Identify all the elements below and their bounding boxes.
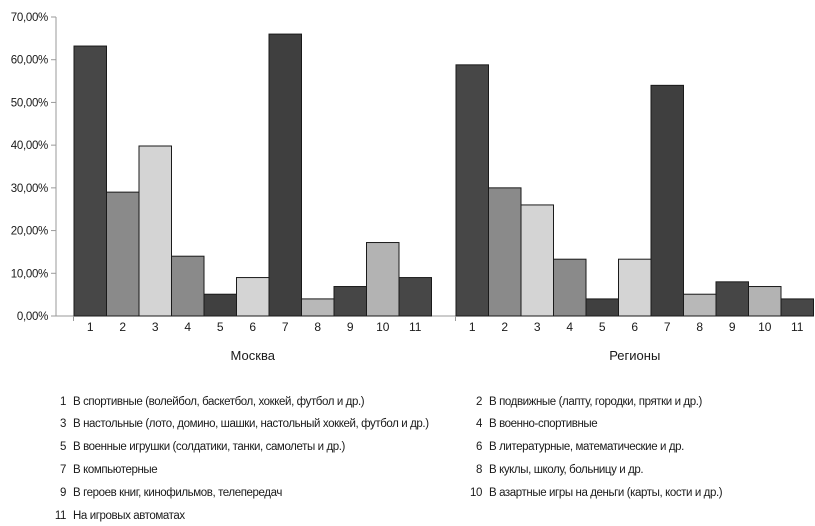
legend-text: В компьютерные: [73, 464, 158, 476]
bar: [366, 242, 400, 317]
legend-text: В куклы, школу, больницу и др.: [489, 464, 644, 476]
legend-text: На игровых автоматах: [73, 510, 185, 522]
x-tick-label: 10: [758, 320, 772, 334]
x-tick-label: 11: [791, 320, 804, 334]
x-tick-label: 2: [501, 320, 508, 334]
bar: [73, 45, 107, 317]
legend-item: 10 В азартные игры на деньги (карты, кост…: [468, 487, 723, 499]
legend-number: 9: [60, 487, 66, 499]
y-tick-label: 0,00%: [17, 311, 48, 323]
bar: [520, 204, 554, 317]
x-tick-label: 1: [469, 320, 476, 334]
bar: [203, 293, 237, 317]
bar: [138, 145, 172, 317]
bar: [780, 298, 814, 317]
legend-item: 7 В компьютерные: [52, 464, 158, 476]
legend-number: 1: [60, 396, 66, 408]
legend-text: В героев книг, кинофильмов, телепередач: [73, 487, 282, 499]
y-tick-label: 70,00%: [11, 12, 48, 24]
legend-number: 11: [54, 510, 67, 522]
x-tick-label: 1: [87, 320, 94, 334]
legend-item: 9 В героев книг, кинофильмов, телепередач: [52, 487, 282, 499]
x-tick-label: 5: [217, 320, 224, 334]
bar: [650, 84, 684, 317]
x-tick-label: 9: [347, 320, 354, 334]
y-tick-label: 30,00%: [11, 183, 48, 195]
x-tick-label: 4: [184, 320, 191, 334]
legend-item: 2 В подвижные (лапту, городки, прятки и д…: [468, 396, 702, 408]
legend-number: 4: [476, 418, 482, 430]
bar: [301, 298, 335, 317]
bar: [585, 298, 619, 317]
x-tick-label: 9: [729, 320, 736, 334]
bar: [683, 293, 717, 317]
x-tick-label: 7: [664, 320, 671, 334]
legend-text: В литературные, математические и др.: [489, 441, 684, 453]
legend-number: 2: [476, 396, 482, 408]
legend-text: В азартные игры на деньги (карты, кости …: [489, 487, 723, 499]
x-tick-label: 6: [631, 320, 638, 334]
x-tick-label: 8: [314, 320, 321, 334]
x-tick-label: 11: [409, 320, 422, 334]
legend-text: В военные игрушки (солдатики, танки, сам…: [73, 441, 345, 453]
x-tick-label: 5: [599, 320, 606, 334]
bar: [488, 187, 522, 317]
group-label: Регионы: [609, 348, 660, 363]
bar: [553, 258, 587, 317]
legend-text: В спортивные (волейбол, баскетбол, хокке…: [73, 396, 365, 408]
bar: [333, 286, 367, 317]
x-tick-label: 10: [376, 320, 390, 334]
legend-number: 6: [476, 441, 482, 453]
bar: [268, 33, 302, 317]
bar: [455, 64, 489, 317]
legend-number: 8: [476, 464, 482, 476]
y-tick-label: 10,00%: [11, 268, 48, 280]
bar: [618, 258, 652, 317]
legend-number: 5: [60, 441, 66, 453]
bar: [171, 255, 205, 317]
y-tick-label: 60,00%: [11, 55, 48, 67]
bar: [748, 286, 782, 317]
x-tick-label: 3: [152, 320, 159, 334]
legend-number: 7: [60, 464, 66, 476]
x-tick-label: 3: [534, 320, 541, 334]
x-tick-label: 6: [249, 320, 256, 334]
legend-item: 11 На игровых автоматах: [52, 510, 185, 522]
legend-text: В настольные (лото, домино, шашки, насто…: [73, 418, 429, 430]
x-tick-label: 4: [566, 320, 573, 334]
x-tick-label: 8: [696, 320, 703, 334]
legend-number: 10: [470, 487, 482, 499]
bar: [236, 277, 270, 317]
x-tick-label: 2: [119, 320, 126, 334]
x-tick-label: 7: [282, 320, 289, 334]
legend-text: В военно-спортивные: [489, 418, 598, 430]
bar: [398, 277, 432, 317]
y-tick-label: 50,00%: [11, 97, 48, 109]
legend-item: 6 В литературные, математические и др.: [468, 441, 684, 453]
legend-item: 4 В военно-спортивные: [468, 418, 598, 430]
legend-text: В подвижные (лапту, городки, прятки и др…: [489, 396, 702, 408]
y-tick-label: 20,00%: [11, 226, 48, 238]
y-tick-label: 40,00%: [11, 140, 48, 152]
legend-item: 5 В военные игрушки (солдатики, танки, са…: [52, 441, 345, 453]
bar: [715, 281, 749, 317]
bar-chart: 0,00% 10,00% 20,00% 30,00% 40,00% 50,00% 60,00…: [11, 12, 814, 363]
legend-item: 1 В спортивные (волейбол, баскетбол, хокк…: [52, 396, 365, 408]
legend-item: 3 В настольные (лото, домино, шашки, наст…: [52, 418, 429, 430]
group-label: Москва: [231, 348, 276, 363]
bar: [106, 191, 140, 317]
legend-number: 3: [60, 418, 66, 430]
legend-item: 8 В куклы, школу, больницу и др.: [468, 464, 644, 476]
